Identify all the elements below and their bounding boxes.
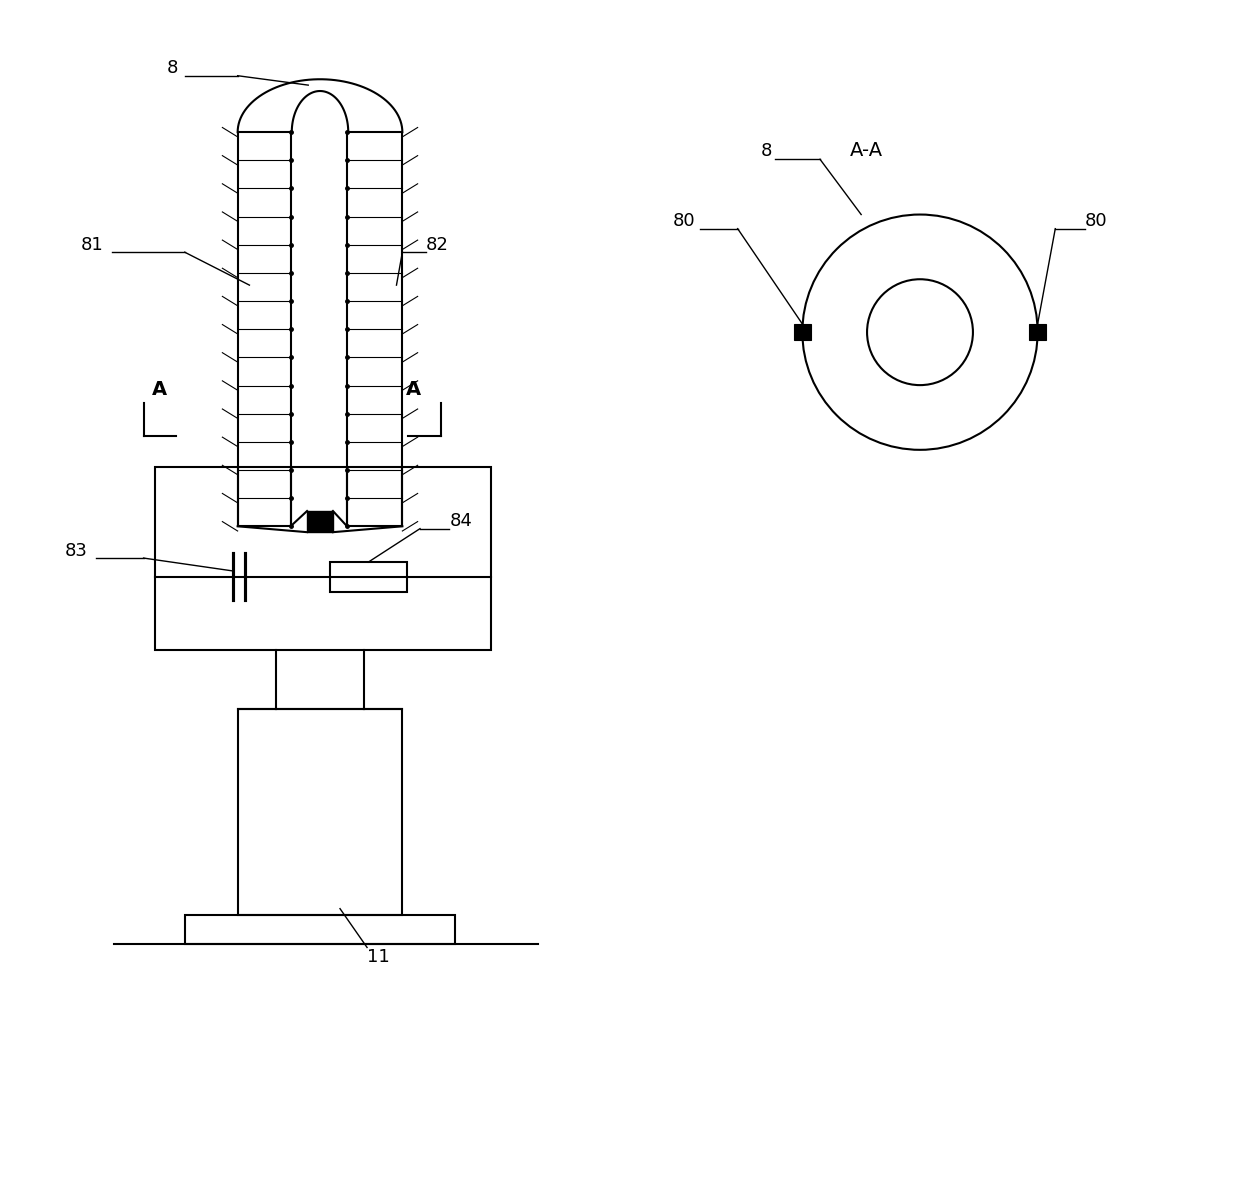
- Text: 8: 8: [761, 142, 773, 160]
- Text: A-A: A-A: [849, 141, 883, 160]
- Bar: [308, 511, 334, 532]
- Bar: [794, 324, 811, 340]
- Text: A: A: [151, 381, 167, 400]
- Bar: [1029, 324, 1045, 340]
- Text: 83: 83: [64, 541, 88, 560]
- Text: 80: 80: [673, 213, 696, 230]
- Text: 11: 11: [367, 948, 389, 966]
- Bar: [155, 467, 491, 650]
- Bar: [330, 563, 407, 591]
- Bar: [238, 132, 290, 526]
- Bar: [238, 709, 402, 915]
- Bar: [347, 132, 402, 526]
- Text: 81: 81: [81, 236, 104, 254]
- Text: 8: 8: [167, 59, 179, 77]
- Text: 82: 82: [425, 236, 449, 254]
- Text: A: A: [405, 381, 422, 400]
- Bar: [185, 915, 455, 944]
- Text: 84: 84: [449, 512, 472, 531]
- Text: 80: 80: [1085, 213, 1107, 230]
